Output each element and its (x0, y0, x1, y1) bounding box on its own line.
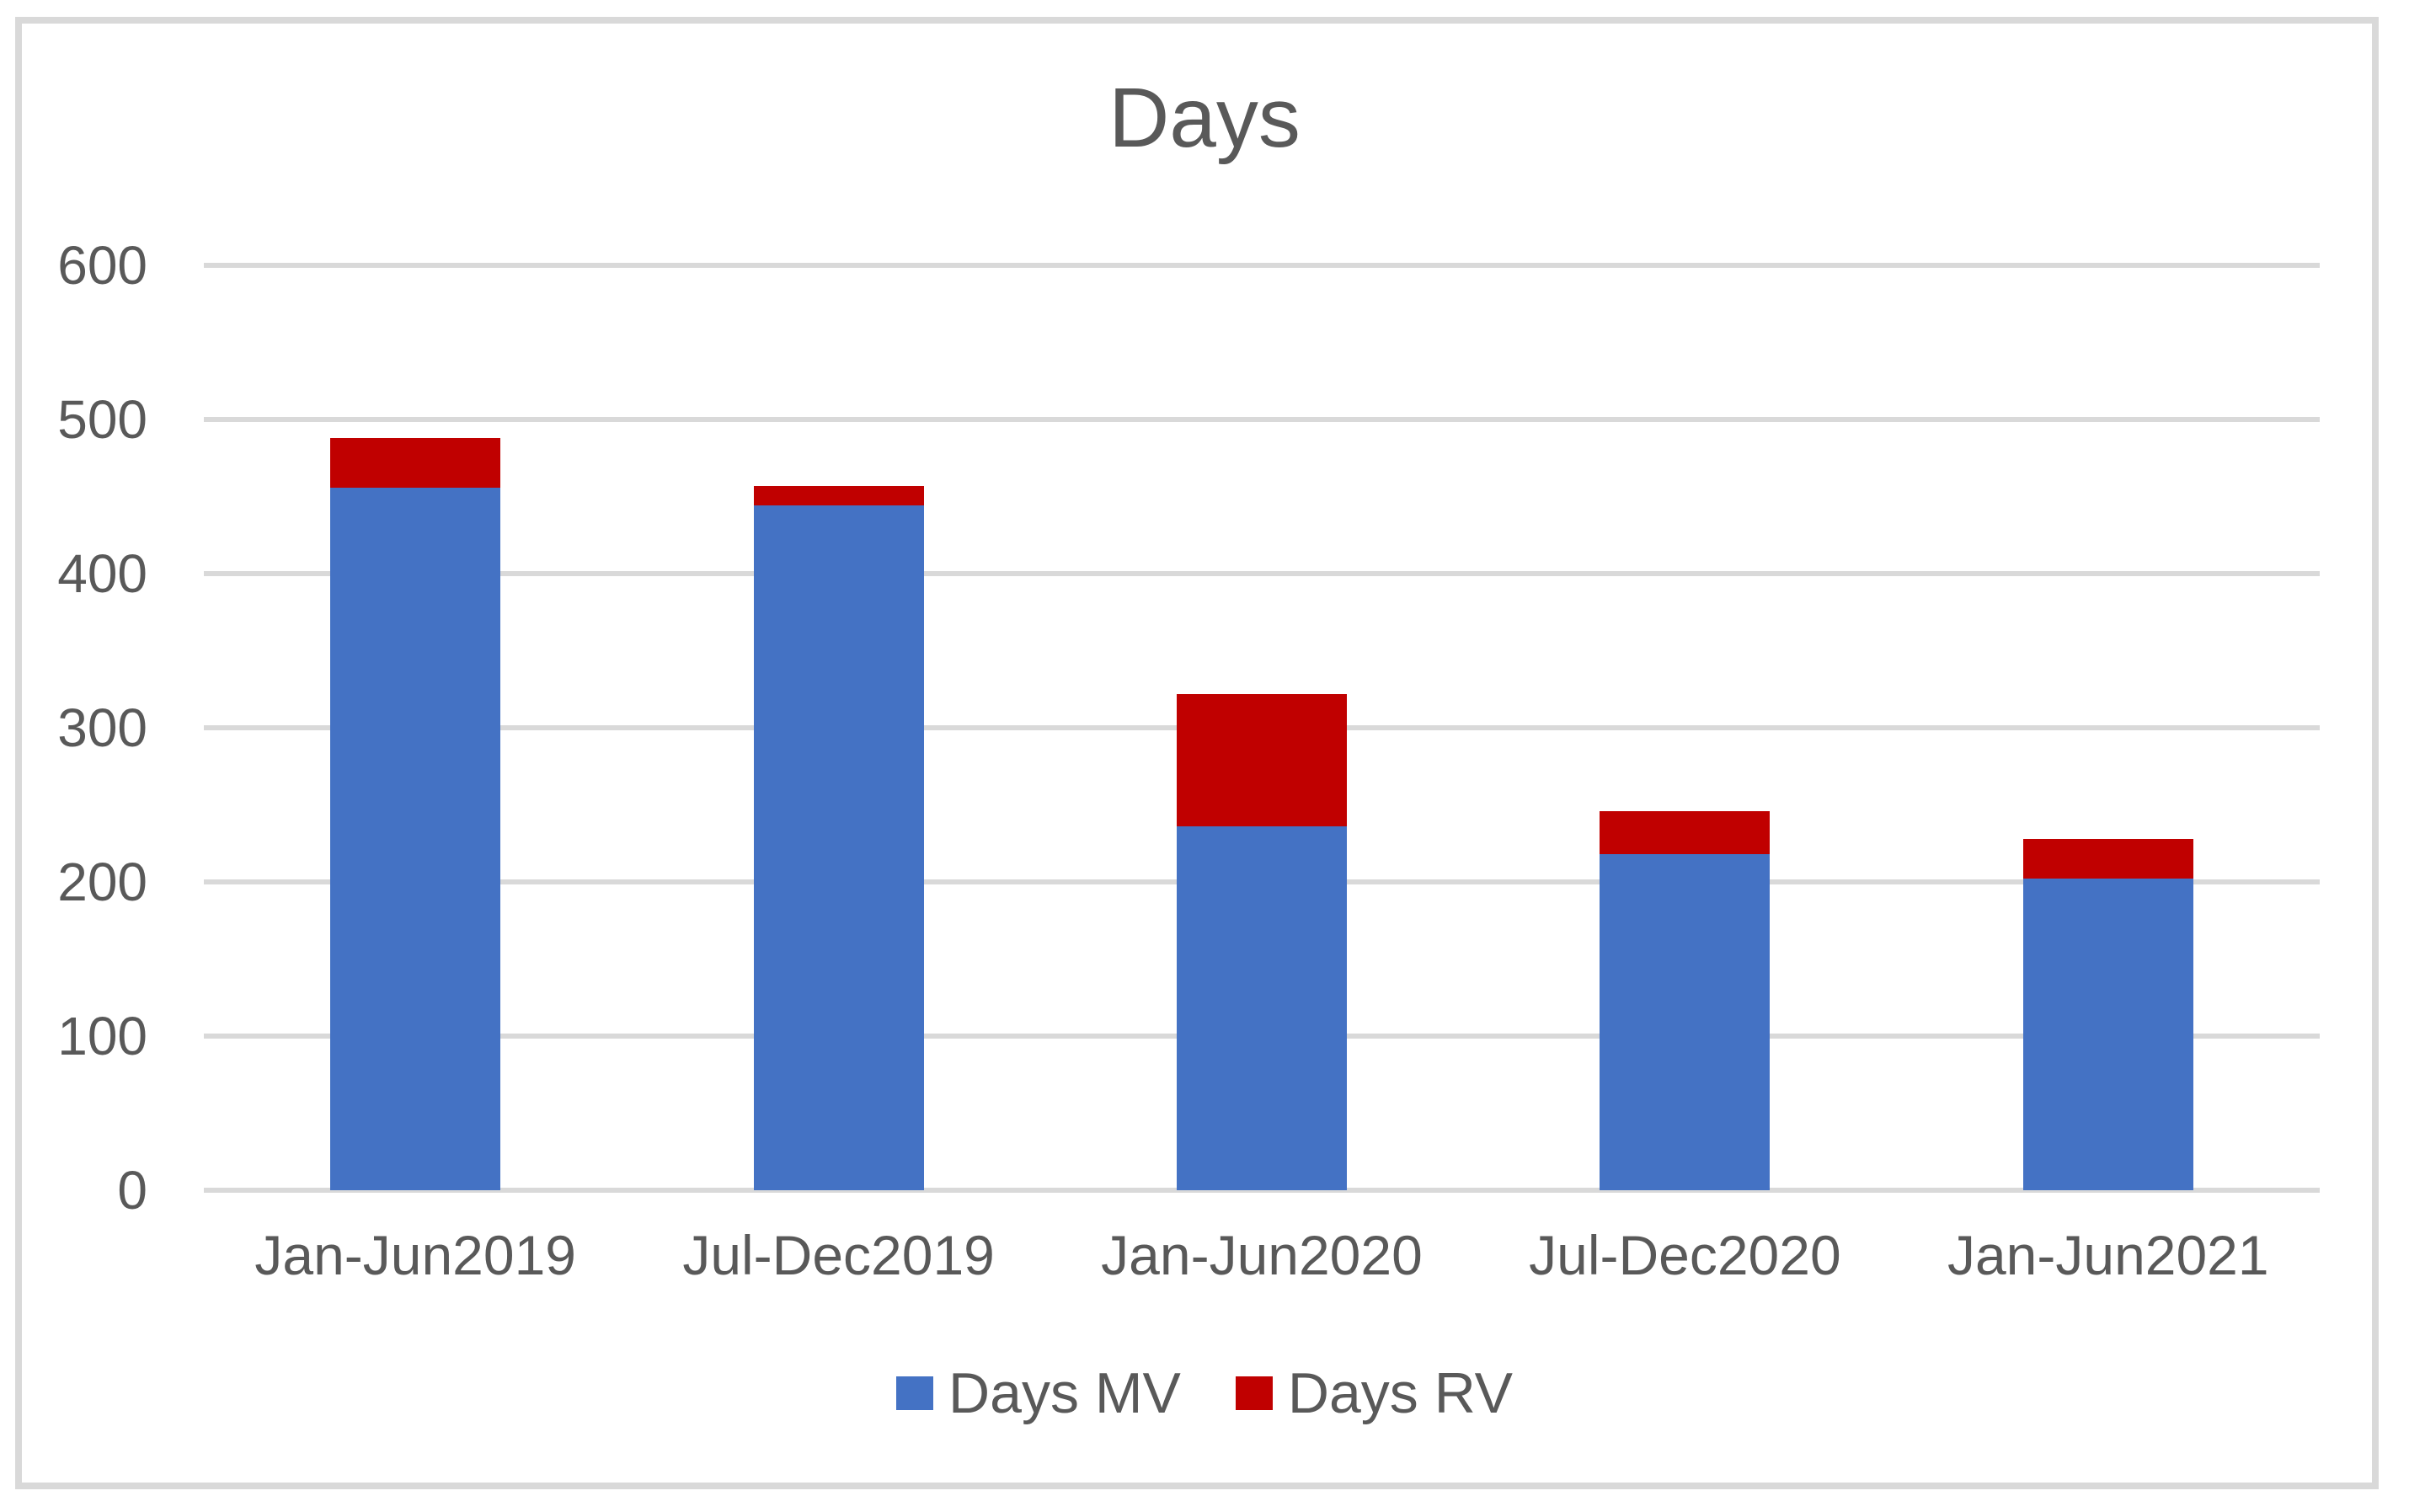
legend-item-days-rv: Days RV (1235, 1361, 1513, 1425)
bar-days-rv-Jul-Dec2020 (1600, 810, 1771, 855)
legend-swatch-icon (1235, 1376, 1273, 1410)
y-axis-tick-label: 0 (117, 1160, 147, 1221)
x-axis-category-label: Jul-Dec2020 (1529, 1224, 1841, 1286)
bar-days-rv-Jan-Jun2020 (1177, 693, 1347, 827)
gridline-y500 (204, 417, 2320, 422)
bar-days-mv-Jan-Jun2019 (330, 487, 501, 1190)
bar-days-rv-Jan-Jun2021 (2022, 838, 2193, 879)
bar-days-rv-Jan-Jun2019 (330, 437, 501, 488)
bar-days-rv-Jul-Dec2019 (753, 485, 924, 506)
y-axis-tick-label: 600 (57, 235, 147, 296)
bar-days-mv-Jan-Jun2021 (2022, 879, 2193, 1190)
gridline-y600 (204, 263, 2320, 268)
legend-label: Days MV (948, 1361, 1181, 1425)
x-axis-category-label: Jul-Dec2019 (682, 1224, 995, 1286)
y-axis-tick-label: 300 (57, 697, 147, 758)
y-axis-tick-label: 200 (57, 852, 147, 912)
gridline-y400 (204, 571, 2320, 576)
y-axis-tick-label: 500 (57, 389, 147, 450)
legend-item-days-mv: Days MV (896, 1363, 1181, 1424)
x-axis-category-label: Jan-Jun2021 (1947, 1224, 2269, 1286)
x-axis-category-label: Jan-Jun2020 (1101, 1224, 1423, 1286)
bar-days-mv-Jul-Dec2019 (753, 505, 924, 1190)
chart-title: Days (1108, 71, 1301, 165)
y-axis-tick-label: 100 (57, 1006, 147, 1066)
y-axis-tick-label: 400 (57, 543, 147, 604)
legend-swatch-icon (896, 1376, 934, 1410)
bar-days-mv-Jul-Dec2020 (1600, 854, 1771, 1190)
gridline-y0 (204, 1188, 2320, 1193)
x-axis-category-label: Jan-Jun2019 (254, 1224, 576, 1286)
bar-days-mv-Jan-Jun2020 (1177, 826, 1347, 1190)
legend: Days MV Days RV (0, 1363, 2409, 1424)
legend-label: Days RV (1287, 1361, 1513, 1425)
